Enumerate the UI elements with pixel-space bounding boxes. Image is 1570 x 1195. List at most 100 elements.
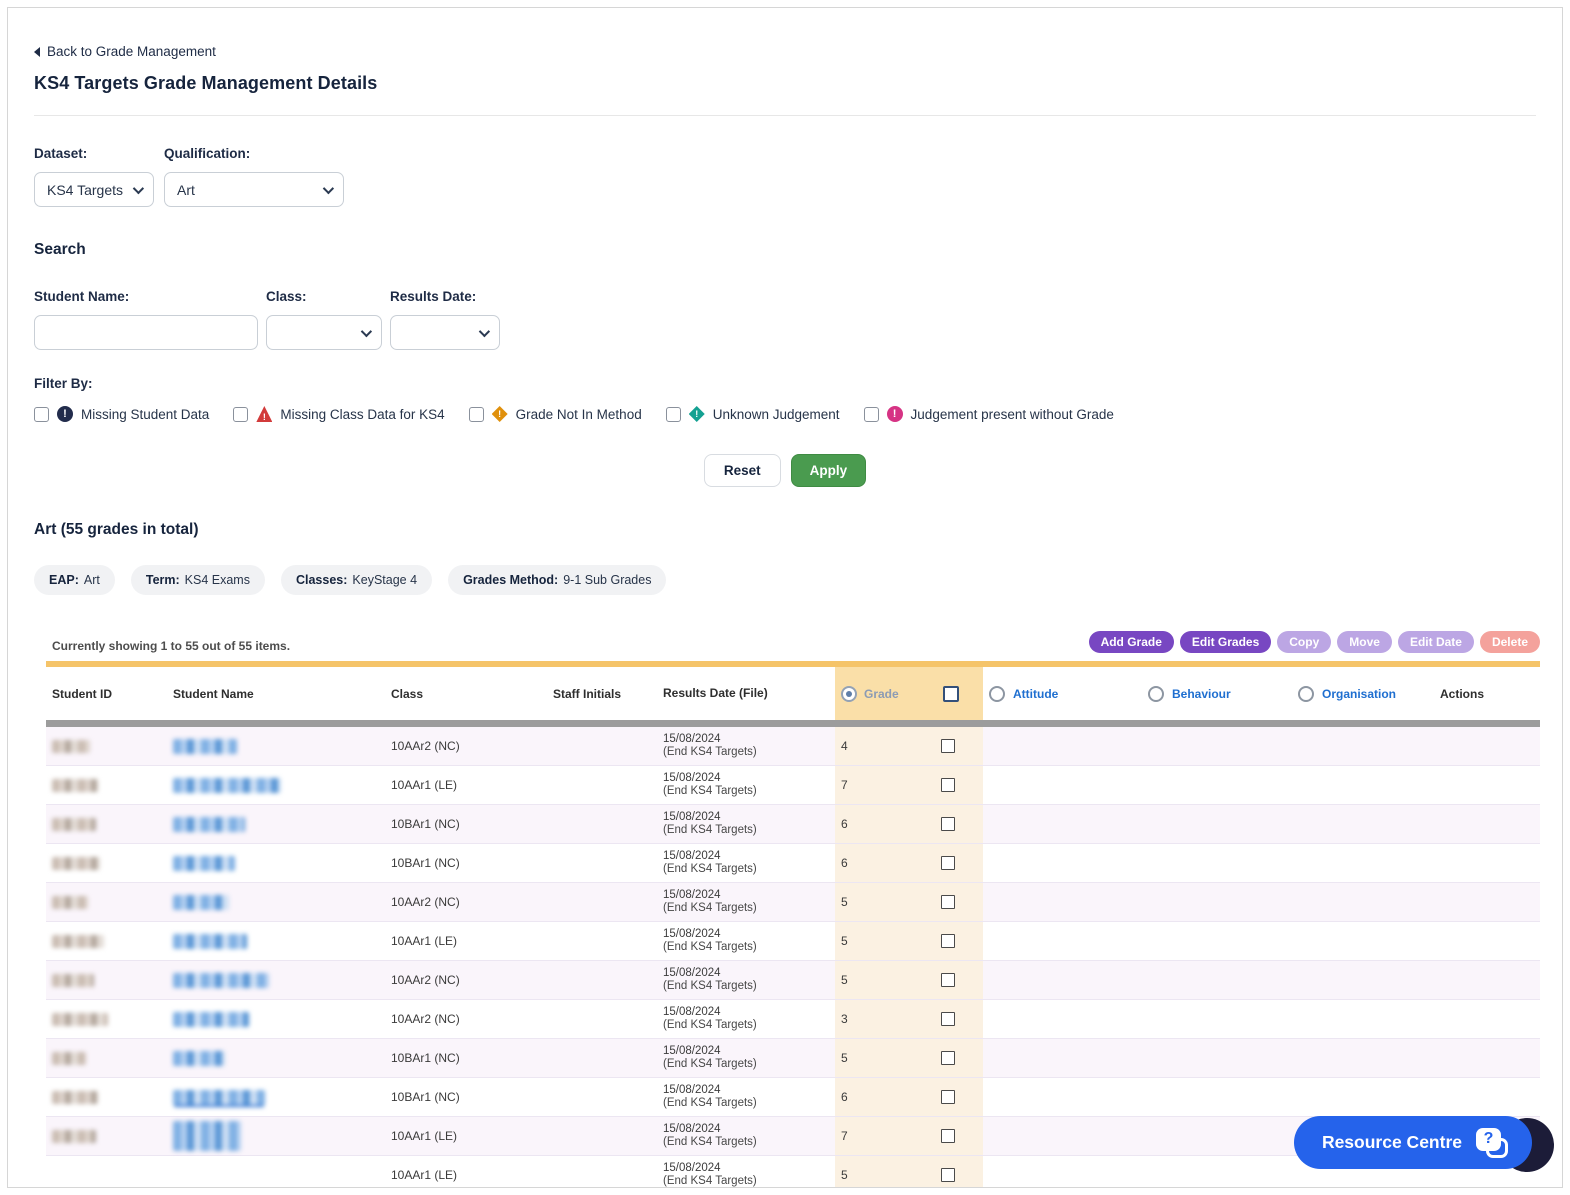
row-checkbox[interactable] xyxy=(941,973,955,987)
cell-grade: 5 xyxy=(835,1039,913,1077)
attitude-header-label[interactable]: Attitude xyxy=(1013,686,1059,701)
pill-value: KeyStage 4 xyxy=(352,573,418,587)
table-action-button[interactable]: Delete xyxy=(1479,631,1540,653)
behaviour-header-label[interactable]: Behaviour xyxy=(1172,686,1231,701)
summary-pill: EAP: Art xyxy=(34,565,115,595)
cell-select xyxy=(913,1078,983,1116)
cell-results-date: 15/08/2024 (End KS4 Targets) xyxy=(657,1078,835,1116)
dataset-select[interactable]: KS4 Targets xyxy=(34,172,154,207)
cell-class: 10AAr1 (LE) xyxy=(391,1129,458,1143)
table-header-divider xyxy=(46,720,1540,727)
row-checkbox[interactable] xyxy=(941,856,955,870)
table-row: 10AAr1 (LE) 15/08/2024 (End KS4 Targets)… xyxy=(46,766,1540,805)
cell-results-date: 15/08/2024 (End KS4 Targets) xyxy=(657,1156,835,1187)
redacted-student-name-link[interactable] xyxy=(173,1050,225,1066)
pill-label: Classes: xyxy=(295,573,348,587)
cell-staff-initials xyxy=(547,922,657,960)
row-checkbox[interactable] xyxy=(941,1168,955,1182)
results-date-select[interactable] xyxy=(390,315,500,350)
table-action-button[interactable]: Move xyxy=(1337,631,1392,653)
cell-attitude xyxy=(983,1117,1142,1155)
filter-checkbox[interactable] xyxy=(233,406,249,422)
back-link[interactable]: Back to Grade Management xyxy=(34,44,216,59)
cell-behaviour xyxy=(1142,1078,1292,1116)
cell-attitude xyxy=(983,1078,1142,1116)
summary-pills: EAP: Art Term: KS4 Exams Classes: KeySta… xyxy=(34,565,1536,595)
row-checkbox[interactable] xyxy=(941,739,955,753)
behaviour-radio[interactable] xyxy=(1148,685,1164,702)
reset-button[interactable]: Reset xyxy=(703,454,781,487)
qualification-select[interactable]: Art xyxy=(164,172,344,207)
class-select[interactable] xyxy=(266,315,382,350)
cell-grade: 7 xyxy=(835,1117,913,1155)
cell-attitude xyxy=(983,766,1142,804)
cell-grade: 5 xyxy=(835,961,913,999)
table-action-button[interactable]: Add Grade xyxy=(1088,631,1174,653)
cell-actions xyxy=(1434,766,1534,804)
row-checkbox[interactable] xyxy=(941,778,955,792)
redacted-student-id xyxy=(52,856,100,870)
results-date-line1: Results Date xyxy=(663,686,736,700)
cell-organisation xyxy=(1292,1078,1434,1116)
organisation-radio[interactable] xyxy=(1298,685,1314,702)
grade-radio[interactable] xyxy=(841,685,857,702)
row-checkbox[interactable] xyxy=(941,1129,955,1143)
row-checkbox[interactable] xyxy=(941,895,955,909)
redacted-student-name-link[interactable] xyxy=(173,933,247,949)
pill-value: Art xyxy=(83,573,100,587)
grades-table: Currently showing 1 to 55 out of 55 item… xyxy=(46,631,1540,1187)
pill-label: Grades Method: xyxy=(463,573,559,587)
row-checkbox[interactable] xyxy=(941,1012,955,1026)
cell-student-name xyxy=(167,1078,385,1116)
student-name-input[interactable] xyxy=(34,315,258,350)
cell-class: 10BAr1 (NC) xyxy=(391,817,460,831)
cell-actions xyxy=(1434,922,1534,960)
filter-option: Missing Student Data xyxy=(34,406,209,422)
apply-button[interactable]: Apply xyxy=(790,454,867,487)
results-date-value: 15/08/2024 xyxy=(663,772,721,784)
filter-options: Missing Student Data Missing Class Data … xyxy=(34,406,1536,422)
attitude-radio[interactable] xyxy=(989,685,1005,702)
alert-icon xyxy=(256,406,273,422)
filter-checkbox[interactable] xyxy=(34,406,49,422)
redacted-student-name-link[interactable] xyxy=(173,855,235,871)
redacted-student-name-link[interactable] xyxy=(173,1011,249,1027)
resource-centre-button[interactable]: Resource Centre ? xyxy=(1293,1116,1532,1169)
table-action-button[interactable]: Edit Date xyxy=(1397,631,1474,653)
col-header-results-date: Results Date (File) xyxy=(657,687,835,700)
cell-student-name xyxy=(167,961,385,999)
redacted-student-name-link[interactable] xyxy=(173,1089,265,1105)
filter-checkbox[interactable] xyxy=(863,406,879,422)
cell-behaviour xyxy=(1142,766,1292,804)
redacted-student-name-link[interactable] xyxy=(173,738,237,754)
filter-checkbox[interactable] xyxy=(665,406,681,422)
table-action-button[interactable]: Edit Grades xyxy=(1179,631,1272,653)
results-date-file: (End KS4 Targets) xyxy=(663,863,757,875)
table-action-button[interactable]: Copy xyxy=(1277,631,1332,653)
filter-checkbox[interactable] xyxy=(468,406,484,422)
redacted-student-name-link[interactable] xyxy=(173,777,281,793)
row-checkbox[interactable] xyxy=(941,934,955,948)
row-checkbox[interactable] xyxy=(941,1051,955,1065)
results-date-file: (End KS4 Targets) xyxy=(663,980,757,992)
organisation-header-label[interactable]: Organisation xyxy=(1322,686,1397,701)
cell-student-name xyxy=(167,727,385,765)
cell-class: 10AAr2 (NC) xyxy=(391,739,460,753)
filter-option-label: Judgement present without Grade xyxy=(910,406,1114,422)
col-header-grade: Grade xyxy=(835,667,913,720)
cell-select xyxy=(913,844,983,882)
cell-actions xyxy=(1434,1039,1534,1077)
redacted-student-id xyxy=(52,973,94,987)
cell-staff-initials xyxy=(547,1000,657,1038)
select-all-checkbox[interactable] xyxy=(943,685,959,702)
cell-behaviour xyxy=(1142,727,1292,765)
redacted-student-name-link[interactable] xyxy=(173,1121,241,1151)
results-date-value: 15/08/2024 xyxy=(663,1123,721,1135)
row-checkbox[interactable] xyxy=(941,1090,955,1104)
redacted-student-name-link[interactable] xyxy=(173,816,245,832)
results-date-file: (End KS4 Targets) xyxy=(663,1175,757,1187)
row-checkbox[interactable] xyxy=(941,817,955,831)
filter-option-label: Unknown Judgement xyxy=(712,406,840,422)
redacted-student-name-link[interactable] xyxy=(173,894,229,910)
redacted-student-name-link[interactable] xyxy=(173,972,269,988)
